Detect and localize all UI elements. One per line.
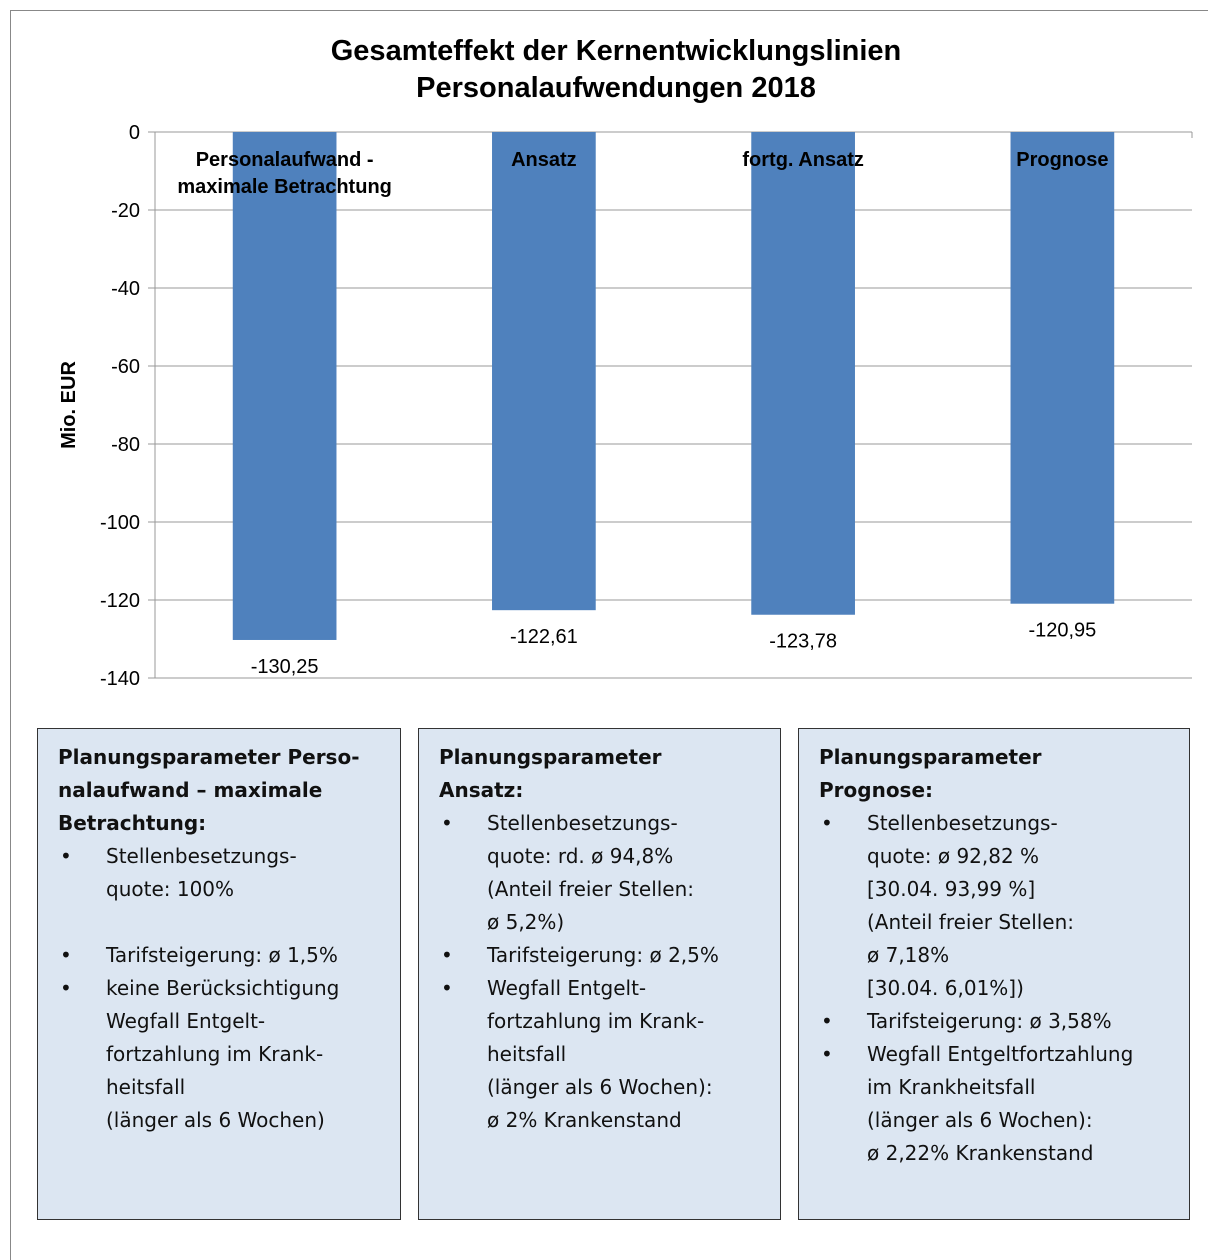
bullet-item: Stellenbesetzungs-quote: ø 92,82 % [30.04…	[819, 807, 1169, 1005]
bar	[1010, 132, 1115, 604]
bullet-line: ø 2,22% Krankenstand	[867, 1141, 1094, 1165]
bullet-line: quote: ø 92,82 %	[867, 844, 1040, 868]
bullet-line: ø 2% Krankenstand	[487, 1108, 682, 1132]
bullet-line: heitsfall	[487, 1042, 567, 1066]
bullet-item: Stellenbesetzungs-quote: rd. ø 94,8% (Ant…	[439, 807, 760, 939]
box-title: Planungsparameter Ansatz:	[439, 741, 760, 807]
bullet-line: (länger als 6 Wochen)	[106, 1108, 325, 1132]
bullet-line: quote: 100%	[106, 877, 235, 901]
bullet-list: Stellenbesetzungs-quote: rd. ø 94,8% (Ant…	[439, 807, 760, 1137]
frame	[10, 10, 1208, 1260]
box-title-line: Prognose:	[819, 778, 934, 802]
y-tick-label: -140	[100, 668, 140, 690]
bullet-item: Stellenbesetzungs-quote: 100%	[58, 840, 380, 906]
bullet-line: Tarifsteigerung: ø 1,5%	[106, 943, 338, 967]
bullet-item: Wegfall Entgelt-fortzahlung im Krank-hei…	[439, 972, 760, 1137]
bullet-list: Stellenbesetzungs-quote: 100% Tarifsteige…	[58, 840, 380, 1137]
parameter-box: Planungsparameter Perso-nalaufwand – max…	[37, 728, 401, 1220]
bullet-line: ø 5,2%)	[487, 910, 565, 934]
bullet-line: (länger als 6 Wochen):	[487, 1075, 713, 1099]
parameter-box: Planungsparameter Ansatz: Stellenbesetzung…	[418, 728, 781, 1220]
y-tick-label: -80	[111, 434, 140, 456]
bullet-item: Tarifsteigerung: ø 2,5%	[439, 939, 760, 972]
value-label: -130,25	[251, 656, 319, 678]
bullet-line: keine Berücksichtigung	[106, 976, 340, 1000]
value-label: -120,95	[1028, 620, 1096, 642]
chart: Gesamteffekt der Kernentwicklungslinien …	[58, 35, 1193, 690]
bullet-line: (länger als 6 Wochen):	[867, 1108, 1093, 1132]
y-tick-label: -40	[111, 278, 140, 300]
y-tick-label: 0	[129, 122, 140, 144]
bullet-line: Wegfall Entgelt-	[487, 976, 647, 1000]
chart-title: Personalaufwendungen 2018	[416, 72, 816, 104]
box-title-line: Betrachtung:	[58, 811, 207, 835]
bullet-line: Wegfall Entgelt-	[106, 1009, 266, 1033]
y-axis-label: Mio. EUR	[58, 361, 80, 449]
bullet-list: Stellenbesetzungs-quote: ø 92,82 % [30.04…	[819, 807, 1169, 1170]
y-tick-label: -100	[100, 512, 140, 534]
bullet-line: fortzahlung im Krank-	[487, 1009, 705, 1033]
bullet-line: (Anteil freier Stellen:	[867, 910, 1075, 934]
bullet-line: Wegfall Entgeltfortzahlung	[867, 1042, 1134, 1066]
box-title: Planungsparameter Prognose:	[819, 741, 1169, 807]
chart-title: Gesamteffekt der Kernentwicklungslinien	[331, 35, 901, 67]
box-title-line: nalaufwand – maximale	[58, 778, 323, 802]
bullet-item: Tarifsteigerung: ø 3,58%	[819, 1005, 1169, 1038]
bullet-item: Tarifsteigerung: ø 1,5%	[58, 939, 380, 972]
bullet-item: Wegfall Entgeltfortzahlung im Krankheitsf…	[819, 1038, 1169, 1170]
parameter-box: Planungsparameter Prognose: Stellenbesetzu…	[798, 728, 1190, 1220]
bullet-line: [30.04. 93,99 %]	[867, 877, 1036, 901]
y-tick-label: -60	[111, 356, 140, 378]
category-label: fortg. Ansatz	[742, 149, 864, 171]
box-title-line: Planungsparameter	[439, 745, 662, 769]
box-title-line: Planungsparameter Perso-	[58, 745, 360, 769]
y-tick-label: -120	[100, 590, 140, 612]
box-title-line: Planungsparameter	[819, 745, 1042, 769]
category-label: Ansatz	[511, 149, 577, 171]
bullet-line: ø 7,18%	[867, 943, 950, 967]
bullet-item: keine Berücksichtigung Wegfall Entgelt-fo…	[58, 972, 380, 1137]
bullet-line: quote: rd. ø 94,8%	[487, 844, 674, 868]
box-title: Planungsparameter Perso-nalaufwand – max…	[58, 741, 380, 840]
bullet-line: im Krankheitsfall	[867, 1075, 1036, 1099]
bullet-line: [30.04. 6,01%])	[867, 976, 1024, 1000]
bar	[751, 132, 855, 615]
bullet-line: heitsfall	[106, 1075, 186, 1099]
bullet-line: Tarifsteigerung: ø 3,58%	[867, 1009, 1112, 1033]
bullet-line: Stellenbesetzungs-	[487, 811, 678, 835]
box-title-line: Ansatz:	[439, 778, 524, 802]
category-label: Personalaufwand - maximale Betrachtung	[177, 149, 392, 198]
bar	[232, 132, 337, 640]
bullet-line: Stellenbesetzungs-	[106, 844, 297, 868]
value-label: -123,78	[769, 631, 837, 653]
bullet-line: Stellenbesetzungs-	[867, 811, 1058, 835]
bullet-line: fortzahlung im Krank-	[106, 1042, 324, 1066]
bullet-line: Tarifsteigerung: ø 2,5%	[487, 943, 719, 967]
y-tick-label: -20	[111, 200, 140, 222]
bar	[492, 132, 596, 611]
bullet-line: (Anteil freier Stellen:	[487, 877, 695, 901]
value-label: -122,61	[510, 626, 578, 648]
category-label: Prognose	[1016, 149, 1109, 171]
